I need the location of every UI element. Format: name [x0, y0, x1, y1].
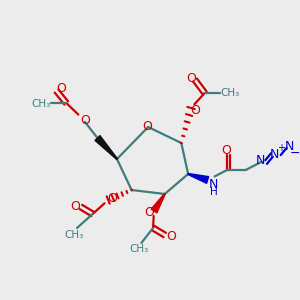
Text: O: O: [221, 143, 231, 157]
Text: O: O: [190, 103, 200, 116]
Text: CH₃: CH₃: [130, 244, 149, 254]
Polygon shape: [151, 194, 165, 213]
Text: O: O: [107, 193, 117, 206]
Text: O: O: [144, 206, 154, 218]
Text: CH₃: CH₃: [64, 230, 84, 240]
Text: N: N: [270, 148, 280, 160]
Polygon shape: [188, 173, 208, 183]
Text: CH₃: CH₃: [220, 88, 240, 98]
Text: O: O: [70, 200, 80, 212]
Text: CH₃: CH₃: [31, 99, 51, 109]
Text: +: +: [277, 143, 285, 153]
Text: O: O: [142, 119, 152, 133]
Text: O: O: [186, 73, 196, 85]
Text: −: −: [290, 146, 300, 160]
Text: O: O: [80, 113, 90, 127]
Text: N: N: [209, 178, 218, 190]
Text: H: H: [210, 187, 217, 197]
Text: O: O: [167, 230, 176, 242]
Polygon shape: [95, 136, 117, 159]
Text: N: N: [285, 140, 294, 154]
Text: O: O: [56, 82, 66, 95]
Text: N: N: [256, 154, 265, 167]
